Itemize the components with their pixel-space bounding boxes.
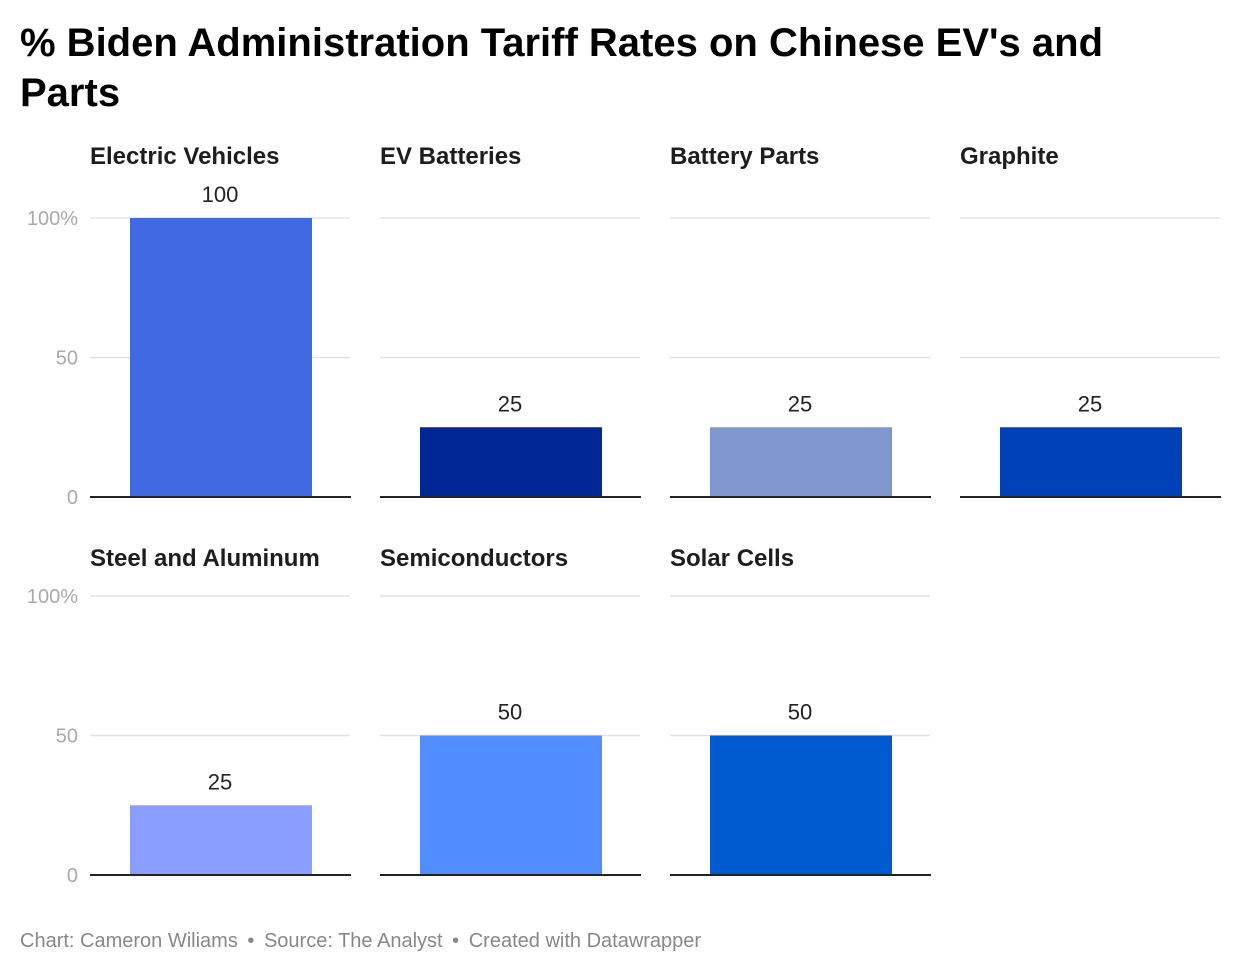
data-label: 25 [208,769,232,794]
data-label: 50 [498,700,522,725]
panel-title: Solar Cells [670,545,794,572]
panel-title: Semiconductors [380,545,568,572]
panel-title: Graphite [960,143,1059,170]
chart-title: % Biden Administration Tariff Rates on C… [20,21,1104,115]
footer-separator: • [452,930,460,952]
bar[interactable] [130,805,312,875]
data-label: 100 [202,182,239,207]
bar[interactable] [1000,427,1182,497]
bar[interactable] [710,735,892,876]
bar[interactable] [420,735,602,876]
y-tick-label: 100% [27,586,78,608]
data-label: 25 [498,391,522,416]
bar[interactable] [710,427,892,497]
y-tick-label: 50 [56,726,78,748]
chart-footer: Chart: Cameron Wiliams • Source: The Ana… [20,930,701,953]
data-label: 50 [788,700,812,725]
y-tick-label: 0 [67,487,78,509]
panel-title: Electric Vehicles [90,143,279,170]
footer-separator: • [247,930,255,952]
panel-title: EV Batteries [380,143,521,170]
source-link[interactable]: Source: The Analyst [263,930,443,952]
panel-title: Steel and Aluminum [90,545,320,572]
data-label: 25 [788,391,812,416]
datawrapper-link[interactable]: Created with Datawrapper [468,930,702,952]
data-label: 25 [1078,391,1102,416]
y-tick-label: 0 [67,865,78,887]
panel-title: Battery Parts [670,143,819,170]
y-tick-label: 50 [56,348,78,370]
y-tick-label: 100% [27,208,78,230]
bar[interactable] [130,218,312,497]
chart-credit: Chart: Cameron Wiliams [20,930,238,952]
bar[interactable] [420,427,602,497]
